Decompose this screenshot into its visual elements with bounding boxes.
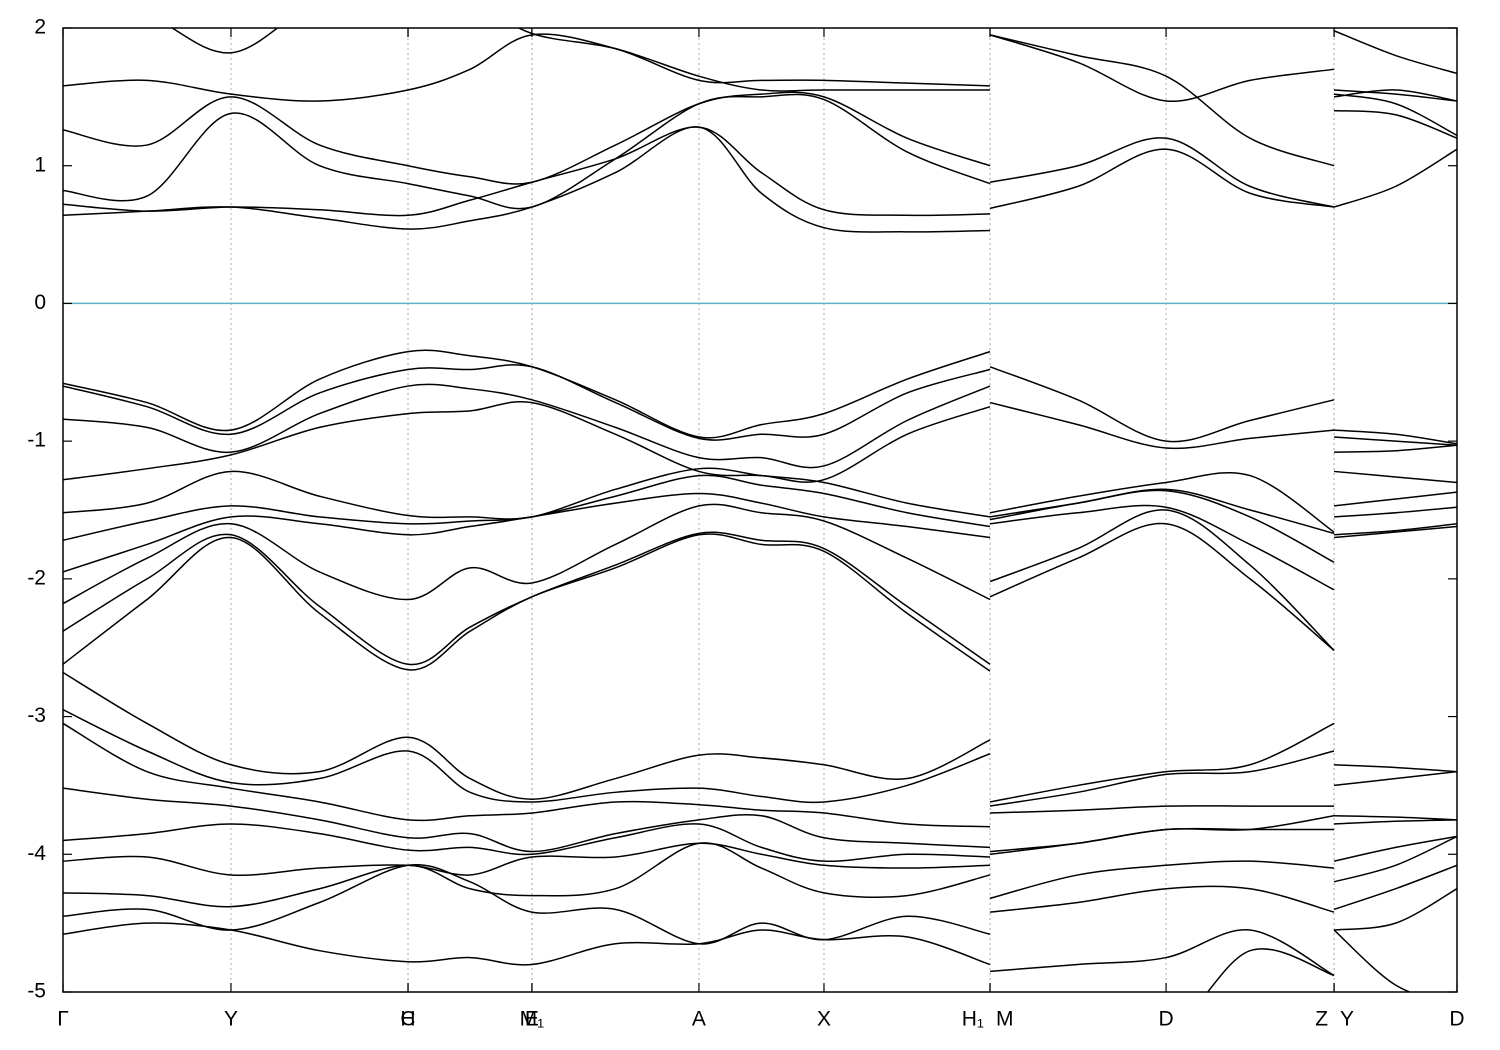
band-line — [63, 503, 1457, 652]
grid — [62, 28, 1458, 992]
y-tick-label: 0 — [34, 291, 46, 314]
y-tick-label: -3 — [27, 704, 46, 727]
x-tick-label: M — [996, 1008, 1014, 1031]
band-line — [63, 364, 1457, 450]
x-tick-label: D — [1158, 1008, 1173, 1031]
band-line — [63, 492, 1457, 651]
y-tick-label: -2 — [27, 566, 46, 589]
x-tick-label: Γ — [57, 1008, 69, 1031]
band-line — [63, 722, 1457, 828]
x-tick-label: H — [400, 1008, 415, 1031]
x-tick-label: C — [400, 1008, 415, 1031]
band-line — [63, 835, 1457, 900]
band-line — [63, 34, 1457, 185]
x-tick-label: X — [817, 1008, 831, 1031]
x-tick-label: M₁ — [520, 1008, 545, 1031]
band-line — [63, 709, 1457, 807]
y-tick-label: -4 — [27, 842, 46, 865]
x-tick-label: D — [1449, 1008, 1464, 1031]
x-tick-label: E — [525, 1008, 539, 1031]
x-tick-label: Y — [1340, 1008, 1354, 1031]
x-tick-label: A — [692, 1008, 706, 1031]
band-line — [63, 922, 1412, 992]
x-tick-label: H₁ — [962, 1008, 984, 1031]
band-line — [63, 34, 1457, 210]
y-tick-label: -1 — [27, 429, 46, 452]
y-tick-label: 2 — [34, 16, 46, 39]
y-tick-label: 1 — [34, 153, 46, 176]
y-tick-label: -5 — [27, 980, 46, 1003]
band-line — [63, 671, 1457, 803]
band-line — [63, 533, 991, 672]
band-line — [63, 842, 1457, 913]
x-tick-label: Z — [1315, 1008, 1328, 1031]
band-line — [63, 383, 1457, 533]
plot-frame — [62, 27, 1458, 993]
band-line — [63, 823, 1457, 863]
x-tick-label: Y — [224, 1008, 238, 1031]
